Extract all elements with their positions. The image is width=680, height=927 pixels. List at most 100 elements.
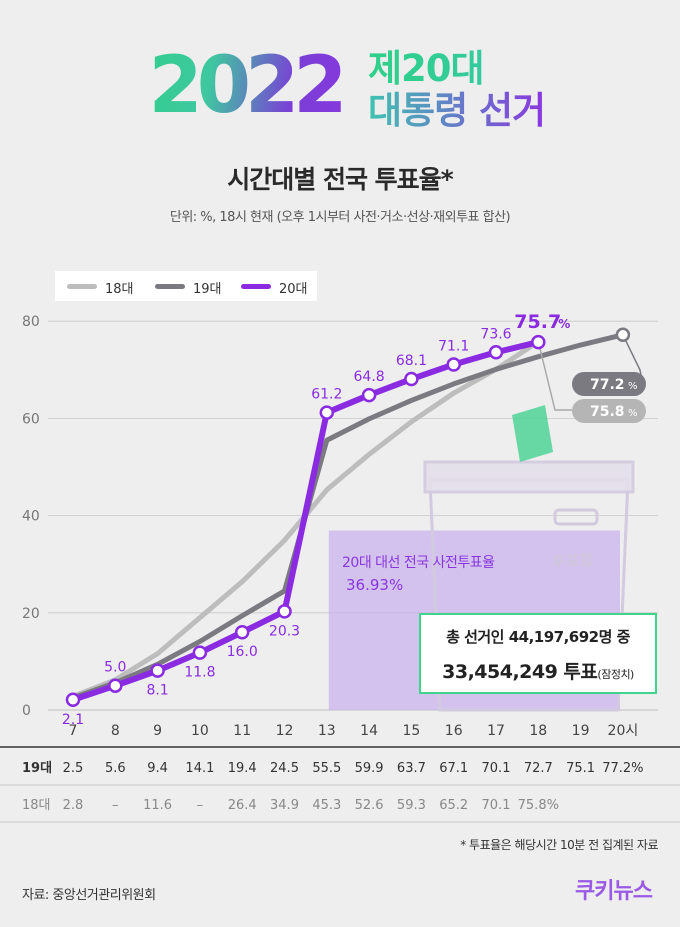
- election-number: 제20대: [368, 48, 545, 90]
- x-tick-label: 14: [360, 723, 378, 739]
- table-cell: 70.1: [482, 798, 511, 813]
- table-cell: 75.1: [566, 761, 595, 776]
- data-label-20: 8.1: [146, 683, 168, 699]
- x-tick-label: 9: [153, 723, 162, 739]
- callout-unit-19: %: [628, 381, 638, 392]
- table-cell: 26.4: [228, 798, 257, 813]
- legend-swatch-19: [155, 284, 185, 289]
- ballot-box-label: 투표함: [551, 550, 595, 572]
- table-cell: 75.8%: [518, 798, 559, 813]
- data-label-20: 20.3: [269, 623, 300, 639]
- x-tick-label: 15: [402, 723, 420, 739]
- y-tick-label: 60: [22, 411, 40, 427]
- x-tick-label: 16: [445, 723, 463, 739]
- legend-label-19: 19대: [193, 282, 222, 297]
- ballot-box-lid-icon: [423, 460, 635, 494]
- series-line-19: [70, 332, 626, 701]
- table-row-label: 18대: [22, 798, 51, 813]
- table-row-label: 19대: [22, 761, 52, 776]
- table-cell: 72.7: [524, 761, 553, 776]
- table-cell: 70.1: [482, 761, 511, 776]
- unit-note: 단위: %, 18시 현재 (오후 1시부터 사전·거소·선상·재외투표 합산): [169, 210, 511, 225]
- series-point-20: [361, 387, 377, 403]
- total-votes-line: 33,454,249 투표(잠정치): [421, 657, 655, 684]
- total-voters-box: 총 선거인 44,197,692명 중 33,454,249 투표(잠정치): [419, 613, 657, 694]
- data-label-20: 71.1: [438, 338, 469, 354]
- callout-value-18: 75.8: [590, 404, 625, 420]
- table-cell: 63.7: [397, 761, 426, 776]
- data-label-20: 5.0: [104, 660, 126, 676]
- table-cell: 55.5: [312, 761, 341, 776]
- series-point-20: [404, 371, 419, 387]
- legend-swatch-18: [67, 284, 97, 289]
- callout-value-19: 77.2: [590, 377, 625, 393]
- data-label-20: 2.1: [62, 712, 84, 728]
- x-tick-label: 13: [318, 723, 336, 739]
- table-cell: 52.6: [355, 798, 384, 813]
- table-cell: 34.9: [270, 798, 299, 813]
- x-tick-label: 17: [487, 723, 505, 739]
- chart-title: 시간대별 전국 투표율*: [227, 165, 453, 194]
- legend: 18대 19대 20대: [55, 271, 317, 301]
- data-label-20: 61.2: [311, 387, 342, 403]
- callout-leader-18: [537, 341, 572, 411]
- source: 자료: 중앙선거관리위원회: [22, 888, 156, 903]
- series-line-20: [70, 339, 542, 703]
- x-tick-label: 10: [191, 723, 209, 739]
- data-label-20: 68.1: [396, 353, 427, 369]
- x-tick-label: 18: [529, 723, 547, 739]
- table-cell: 2.8: [63, 798, 84, 813]
- x-tick-label: 11: [233, 723, 251, 739]
- advance-voting-label: 20대 대선 전국 사전투표율: [342, 555, 495, 571]
- series-line-18: [70, 339, 541, 699]
- legend-swatch-20: [241, 284, 271, 289]
- series-point-19-final: [615, 327, 631, 343]
- callout-box-19: [572, 372, 646, 396]
- series-point-20: [446, 357, 461, 372]
- table-cell: 45.3: [312, 798, 341, 813]
- y-tick-label: 20: [22, 606, 40, 622]
- series-point-20: [192, 645, 208, 660]
- y-tick-label: 0: [22, 703, 31, 719]
- table-cell: 67.1: [439, 761, 468, 776]
- total-votes-note: (잠정치): [597, 668, 634, 681]
- ballot-paper-icon: [512, 405, 553, 462]
- series-point-20: [277, 604, 292, 619]
- title-year: 2022: [130, 38, 360, 134]
- table-cell: 59.9: [355, 761, 384, 776]
- table-cell: 9.4: [147, 761, 168, 776]
- table-cell: 14.1: [185, 761, 214, 776]
- table-cell: 19.4: [228, 761, 257, 776]
- x-tick-label: 7: [69, 723, 78, 739]
- election-title: 제20대 대통령 선거: [368, 48, 546, 132]
- y-tick-label: 80: [22, 314, 40, 330]
- data-label-20: 16.0: [227, 644, 258, 660]
- legend-label-18: 18대: [105, 282, 134, 297]
- table-cell: –: [112, 798, 119, 813]
- brand-logo: 쿠키뉴스: [575, 879, 653, 904]
- data-label-20: 11.8: [184, 665, 215, 681]
- table-cell: 65.2: [439, 798, 468, 813]
- series-point-20: [65, 692, 81, 708]
- table-cell: 24.5: [270, 761, 299, 776]
- total-voters-line: 총 선거인 44,197,692명 중: [446, 628, 630, 646]
- total-votes-value: 33,454,249 투표: [442, 661, 598, 683]
- series-point-20: [234, 624, 250, 640]
- y-tick-label: 40: [22, 509, 40, 525]
- table-cell: 2.5: [63, 761, 84, 776]
- series-point-20: [531, 334, 546, 350]
- x-tick-label: 19: [572, 723, 590, 739]
- ballot-box-handle-icon: [553, 508, 599, 526]
- table-cell: –: [197, 798, 204, 813]
- series-point-20: [108, 678, 123, 693]
- legend-label-20: 20대: [279, 282, 308, 297]
- series-point-20: [319, 405, 335, 420]
- callout-unit-18: %: [628, 408, 638, 419]
- data-label-20: 64.8: [354, 369, 385, 385]
- table-cell: 11.6: [143, 798, 172, 813]
- table-cell: 59.3: [397, 798, 426, 813]
- callout-box-18: [572, 399, 646, 423]
- election-name: 대통령 선거: [368, 89, 546, 132]
- series-point-20: [150, 663, 165, 678]
